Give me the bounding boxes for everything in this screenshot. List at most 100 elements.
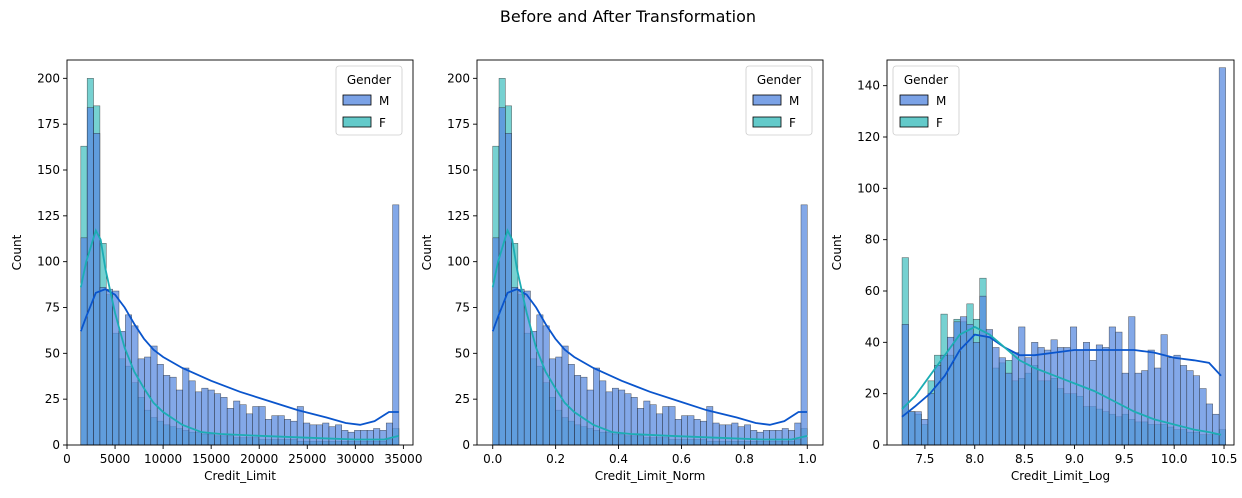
x-tick-label: 9.5 xyxy=(1115,452,1134,466)
x-tick-label: 20000 xyxy=(240,452,278,466)
x-tick-label: 8.0 xyxy=(965,452,984,466)
legend-title: Gender xyxy=(757,73,801,87)
axes-frame xyxy=(66,59,414,446)
bar-m xyxy=(781,428,789,446)
subplot-3: 7.5 8.0 8.5 9.0 9.5 10.0 10.5 0 20 40 60 80 100 120 14… xyxy=(830,59,1238,483)
bar-m xyxy=(934,365,942,446)
bar-m xyxy=(505,133,512,446)
bar-m xyxy=(972,342,980,446)
kde-line-f xyxy=(79,228,399,441)
axes-frame xyxy=(476,59,824,446)
bar-m xyxy=(586,389,594,446)
x-tick-label: 0.6 xyxy=(672,452,691,466)
bar-m xyxy=(725,424,733,446)
bar-m xyxy=(195,391,202,446)
bar-m xyxy=(794,422,802,446)
bar-m xyxy=(744,424,751,446)
bar-m xyxy=(737,426,745,446)
bar-m xyxy=(901,324,909,446)
bar-m xyxy=(947,336,955,446)
kde-line-m xyxy=(901,333,1222,418)
y-tick-label: 120 xyxy=(857,130,880,144)
x-tick-label: 0.2 xyxy=(546,452,565,466)
bar-m xyxy=(731,422,739,446)
y-axis-label: Count xyxy=(420,234,434,270)
bar-m xyxy=(1063,347,1071,446)
bar-m xyxy=(681,415,688,446)
x-tick-label: 0.4 xyxy=(609,452,628,466)
bar-m xyxy=(354,430,362,446)
bar-m xyxy=(775,430,783,446)
bar-m xyxy=(99,287,107,446)
y-tick-label: 200 xyxy=(37,71,60,85)
bar-m xyxy=(156,364,164,446)
bar-m xyxy=(1154,367,1162,446)
bar-m xyxy=(220,397,228,446)
bar-m xyxy=(612,387,619,446)
y-tick-label: 25 xyxy=(455,392,470,406)
x-tick-label: 10000 xyxy=(144,452,182,466)
bar-m xyxy=(637,408,644,446)
bar-m xyxy=(303,422,311,446)
y-tick-label: 40 xyxy=(865,335,880,349)
legend-label-m: M xyxy=(936,94,946,108)
bar-m xyxy=(1205,403,1213,446)
bar-m xyxy=(908,411,916,446)
y-tick-label: 140 xyxy=(857,79,880,93)
x-tick-label: 0.8 xyxy=(735,452,754,466)
bar-m xyxy=(649,404,657,446)
bar-m xyxy=(960,316,968,446)
y-tick-label: 60 xyxy=(865,284,880,298)
bar-m xyxy=(693,419,701,446)
bar-m xyxy=(656,413,663,446)
bar-m xyxy=(762,430,770,446)
bar-m xyxy=(277,415,285,446)
y-tick-label: 100 xyxy=(857,181,880,195)
subplot-1: 0 5000 10000 15000 20000 25000 30000 35000 0 25 50… xyxy=(10,59,422,483)
bar-m xyxy=(341,430,349,446)
y-tick-label: 0 xyxy=(462,438,470,452)
y-tick-label: 25 xyxy=(45,392,60,406)
bar-m xyxy=(93,133,101,446)
bar-m xyxy=(284,419,292,446)
bar-m xyxy=(226,408,234,446)
bar-m xyxy=(624,393,632,446)
bar-m xyxy=(542,325,550,446)
bar-m xyxy=(574,375,582,446)
bar-m xyxy=(163,375,171,446)
bar-m xyxy=(169,376,177,446)
bar-m xyxy=(86,107,94,446)
y-axis-label: Count xyxy=(10,234,24,270)
legend: Gender MF xyxy=(335,65,403,136)
bar-m xyxy=(182,367,190,446)
legend-label-f: F xyxy=(936,116,943,130)
bar-m xyxy=(1115,331,1123,446)
legend-swatch-f xyxy=(899,116,929,128)
x-tick-label: 9.0 xyxy=(1065,452,1084,466)
legend-label-m: M xyxy=(379,94,389,108)
bar-m xyxy=(1186,370,1194,446)
bar-m xyxy=(265,419,272,446)
kde-line-m xyxy=(79,288,399,426)
bar-m xyxy=(927,393,935,446)
y-tick-label: 0 xyxy=(52,438,60,452)
bar-m xyxy=(271,415,279,446)
bar-m xyxy=(150,345,158,446)
x-tick-label: 35000 xyxy=(384,452,422,466)
bar-m xyxy=(106,288,113,446)
x-tick-label: 10.5 xyxy=(1211,452,1238,466)
kde-line-f xyxy=(901,325,1222,436)
bar-m xyxy=(258,406,266,446)
bar-m xyxy=(214,393,222,446)
bar-m xyxy=(1044,349,1052,446)
bar-m xyxy=(998,357,1006,446)
bar-m xyxy=(992,347,1000,446)
bar-m xyxy=(1050,339,1058,446)
bar-m xyxy=(125,314,132,446)
y-axis-label: Count xyxy=(830,234,844,270)
bar-m xyxy=(1031,342,1039,446)
bar-m xyxy=(593,367,600,446)
y-tick-label: 125 xyxy=(447,209,470,223)
x-tick-label: 8.5 xyxy=(1015,452,1034,466)
bar-m xyxy=(1173,354,1181,446)
